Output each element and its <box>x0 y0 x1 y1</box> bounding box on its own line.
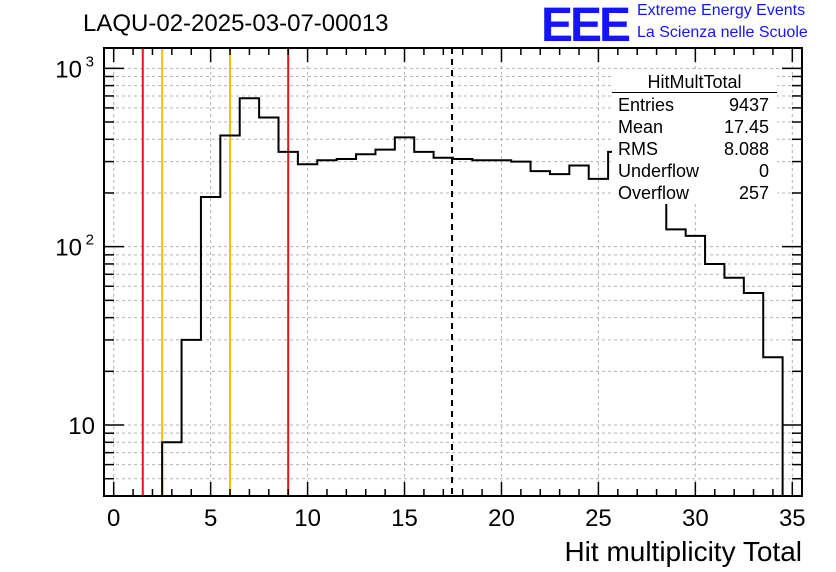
x-tick-label: 30 <box>682 505 709 532</box>
stats-value: 17.45 <box>723 117 769 137</box>
stats-value: 257 <box>738 183 769 203</box>
x-tick-label: 5 <box>204 505 217 532</box>
stats-label: RMS <box>618 139 658 159</box>
x-tick-label: 0 <box>107 505 120 532</box>
logo-text: EEE <box>541 0 631 52</box>
y-tick-label: 10 <box>68 413 95 440</box>
plot-frame <box>103 47 803 497</box>
axis-ticks <box>104 48 802 497</box>
stats-row-rms: RMS 8.088 <box>612 138 777 160</box>
stats-title: HitMultTotal <box>612 72 777 93</box>
stats-label: Overflow <box>618 183 690 203</box>
x-tick-label: 10 <box>294 505 321 532</box>
stats-row-mean: Mean 17.45 <box>612 116 777 138</box>
stats-value: 9437 <box>728 95 769 115</box>
y-tick-label: 10 <box>55 56 82 83</box>
stats-label: Mean <box>618 117 664 137</box>
logo-line-1: Extreme Energy Events <box>637 2 806 19</box>
x-tick-label: 15 <box>391 505 418 532</box>
x-tick-label: 35 <box>779 505 806 532</box>
stats-value: 8.088 <box>723 139 769 159</box>
stats-value: 0 <box>758 161 769 181</box>
x-axis-label: Hit multiplicity Total <box>564 536 802 567</box>
x-tick-label: 20 <box>488 505 515 532</box>
x-tick-label: 25 <box>585 505 612 532</box>
stats-row-overflow: Overflow 257 <box>612 182 777 204</box>
stats-row-entries: Entries 9437 <box>612 94 777 116</box>
chart-title: LAQU-02-2025-03-07-00013 <box>83 10 389 37</box>
stats-label: Underflow <box>618 161 700 181</box>
stats-row-underflow: Underflow 0 <box>612 160 777 182</box>
y-tick-exponent: 2 <box>86 232 94 249</box>
logo-line-2: La Scienza nelle Scuole <box>637 24 808 41</box>
y-tick-exponent: 3 <box>86 53 94 70</box>
stats-box: HitMultTotal Entries 9437 Mean 17.45 RMS… <box>612 72 777 204</box>
marker-lines <box>141 48 454 496</box>
histogram-series <box>161 97 802 497</box>
stats-label: Entries <box>618 95 675 115</box>
y-tick-label: 10 <box>55 235 82 262</box>
